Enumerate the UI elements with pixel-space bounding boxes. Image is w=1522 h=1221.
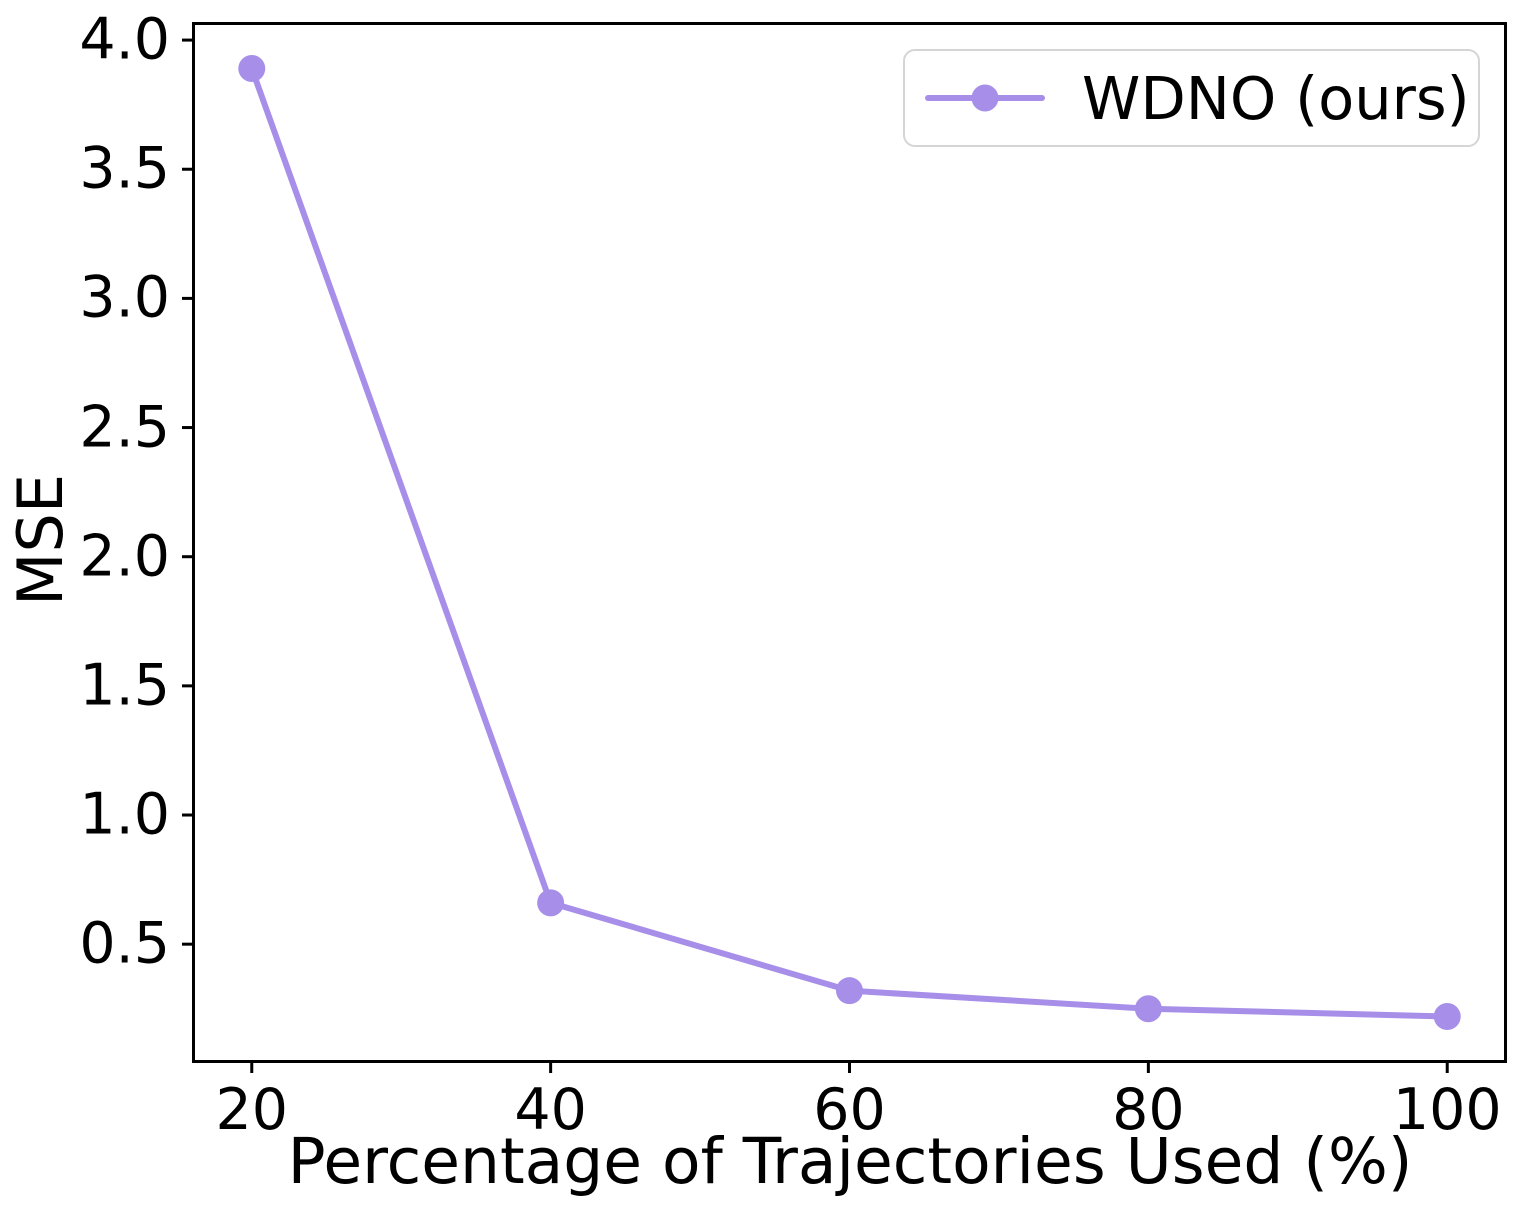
plot-area — [182, 22, 1507, 1073]
wdno-series-markers — [238, 54, 1461, 1031]
data-point-marker — [1134, 995, 1162, 1023]
data-point-marker — [836, 977, 863, 1005]
y-tick-label: 0.5 — [79, 910, 170, 977]
y-tick-label: 3.5 — [79, 135, 170, 202]
y-tick-label: 2.5 — [79, 394, 170, 461]
x-tick-label: 40 — [514, 1077, 587, 1143]
data-point-marker — [238, 54, 266, 82]
wdno-series-line — [248, 65, 1451, 1020]
x-axis-label: Percentage of Trajectories Used (%) — [287, 1125, 1413, 1198]
x-tick-label: 80 — [1112, 1077, 1185, 1143]
legend-line-marker-icon — [925, 84, 1045, 112]
axis-tick-marks — [182, 38, 1449, 1073]
legend-marker-icon — [971, 84, 999, 112]
y-tick-label: 1.5 — [79, 652, 170, 719]
y-tick-label: 2.0 — [79, 523, 170, 590]
legend: WDNO (ours) — [903, 49, 1480, 147]
y-tick-label: 3.0 — [79, 264, 170, 331]
x-tick-label: 60 — [813, 1077, 886, 1143]
data-point-marker — [537, 889, 565, 917]
data-point-marker — [1433, 1003, 1461, 1031]
y-tick-label: 4.0 — [79, 6, 170, 73]
y-axis-label: MSE — [4, 473, 77, 607]
y-tick-label: 1.0 — [79, 781, 170, 848]
legend-label: WDNO (ours) — [1082, 63, 1470, 133]
x-tick-label: 100 — [1392, 1077, 1502, 1143]
x-tick-label: 20 — [215, 1077, 289, 1143]
axes-frame — [192, 22, 1507, 1063]
